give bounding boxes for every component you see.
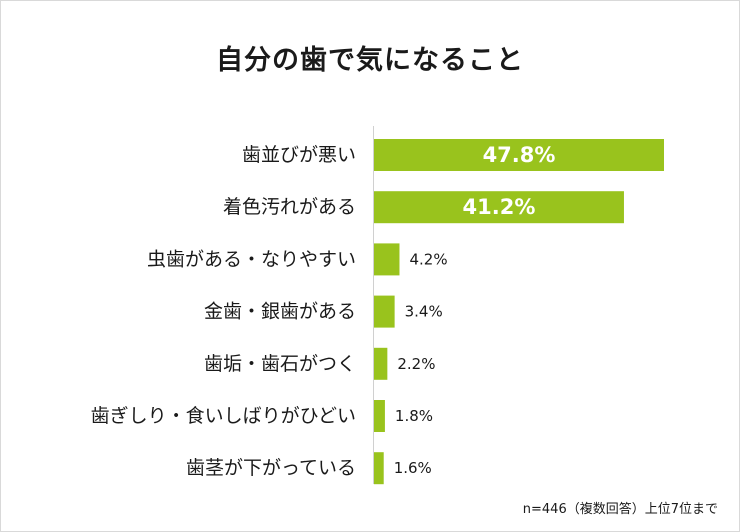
value-label: 1.6% [394,459,432,477]
bar [374,452,384,485]
value-label: 3.4% [405,303,443,321]
value-label: 4.2% [409,250,447,268]
bar [374,139,664,171]
value-label: 2.2% [397,355,435,373]
category-label: 着色汚れがある [223,196,356,218]
category-label: 歯並びが悪い [242,144,356,166]
bar [374,400,385,432]
value-label: 47.8% [483,143,556,167]
bar [374,295,395,328]
value-label: 41.2% [463,195,536,219]
sample-note: n=446（複数回答）上位7位まで [522,502,718,517]
category-label: 虫歯がある・なりやすい [147,248,356,270]
category-label: 金歯・銀歯がある [204,301,356,323]
chart-title: 自分の歯で気になること [216,45,524,76]
category-label: 歯垢・歯石がつく [204,353,356,375]
bar [374,347,388,380]
category-label: 歯ぎしり・食いしばりがひどい [91,405,356,427]
bar [374,191,624,224]
bar [374,243,400,276]
category-label: 歯茎が下がっている [186,457,356,479]
value-label: 1.8% [395,407,433,425]
